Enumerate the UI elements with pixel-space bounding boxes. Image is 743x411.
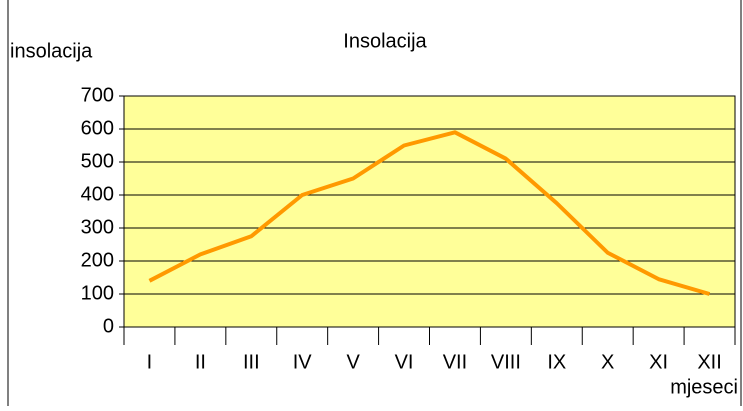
- y-tick-label: 300: [81, 216, 114, 238]
- series-line: [148, 130, 711, 296]
- x-tick-label: XI: [649, 351, 668, 373]
- x-axis-label: mjeseci: [670, 376, 738, 398]
- x-tick-label: III: [243, 351, 260, 373]
- x-tick-label: VI: [395, 351, 414, 373]
- y-axis-label: insolacija: [10, 40, 93, 62]
- y-tick-label: 400: [81, 183, 114, 205]
- x-tick-label: VIII: [491, 351, 521, 373]
- y-tick-label: 700: [81, 84, 114, 106]
- y-tick-label: 0: [103, 315, 114, 337]
- x-tick-label: V: [346, 351, 360, 373]
- chart-title: Insolacija: [343, 30, 427, 52]
- y-tick-label: 200: [81, 249, 114, 271]
- x-tick-label: IV: [293, 351, 313, 373]
- plot-area: [123, 95, 736, 328]
- x-tick-label: VII: [443, 351, 467, 373]
- x-tick-label: X: [601, 351, 614, 373]
- x-tick-label: XII: [697, 351, 721, 373]
- y-tick-label: 600: [81, 117, 114, 139]
- x-tick-label: II: [195, 351, 206, 373]
- x-tick-label: I: [147, 351, 153, 373]
- y-tick-label: 100: [81, 282, 114, 304]
- x-tick-label: IX: [547, 351, 566, 373]
- y-tick-label: 500: [81, 150, 114, 172]
